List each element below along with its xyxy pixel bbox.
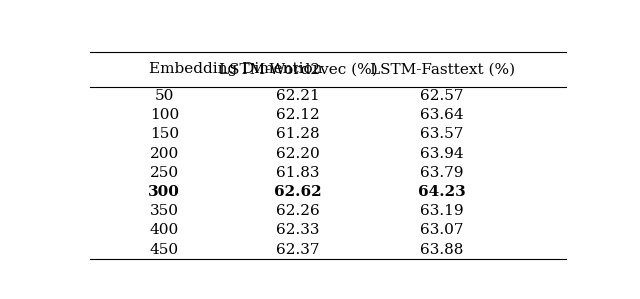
- Text: 63.57: 63.57: [420, 127, 464, 141]
- Text: 62.20: 62.20: [276, 147, 320, 161]
- Text: 64.23: 64.23: [418, 185, 466, 199]
- Text: Embedding Dimention: Embedding Dimention: [150, 62, 323, 76]
- Text: 63.64: 63.64: [420, 108, 464, 122]
- Text: 62.62: 62.62: [275, 185, 322, 199]
- Text: LSTM-Fasttext (%): LSTM-Fasttext (%): [369, 62, 515, 76]
- Text: 63.19: 63.19: [420, 204, 464, 218]
- Text: 61.83: 61.83: [276, 166, 320, 180]
- Text: 62.21: 62.21: [276, 89, 320, 103]
- Text: LSTM-Word2vec (%): LSTM-Word2vec (%): [219, 62, 378, 76]
- Text: 62.26: 62.26: [276, 204, 320, 218]
- Text: 63.07: 63.07: [420, 223, 464, 237]
- Text: 61.28: 61.28: [276, 127, 320, 141]
- Text: 250: 250: [150, 166, 179, 180]
- Text: 100: 100: [150, 108, 179, 122]
- Text: 62.12: 62.12: [276, 108, 320, 122]
- Text: 62.37: 62.37: [276, 242, 320, 257]
- Text: 350: 350: [150, 204, 179, 218]
- Text: 150: 150: [150, 127, 179, 141]
- Text: 50: 50: [155, 89, 174, 103]
- Text: 400: 400: [150, 223, 179, 237]
- Text: 200: 200: [150, 147, 179, 161]
- Text: 63.88: 63.88: [420, 242, 464, 257]
- Text: 63.79: 63.79: [420, 166, 464, 180]
- Text: 62.57: 62.57: [420, 89, 464, 103]
- Text: 450: 450: [150, 242, 179, 257]
- Text: 62.33: 62.33: [276, 223, 320, 237]
- Text: 63.94: 63.94: [420, 147, 464, 161]
- Text: 300: 300: [148, 185, 180, 199]
